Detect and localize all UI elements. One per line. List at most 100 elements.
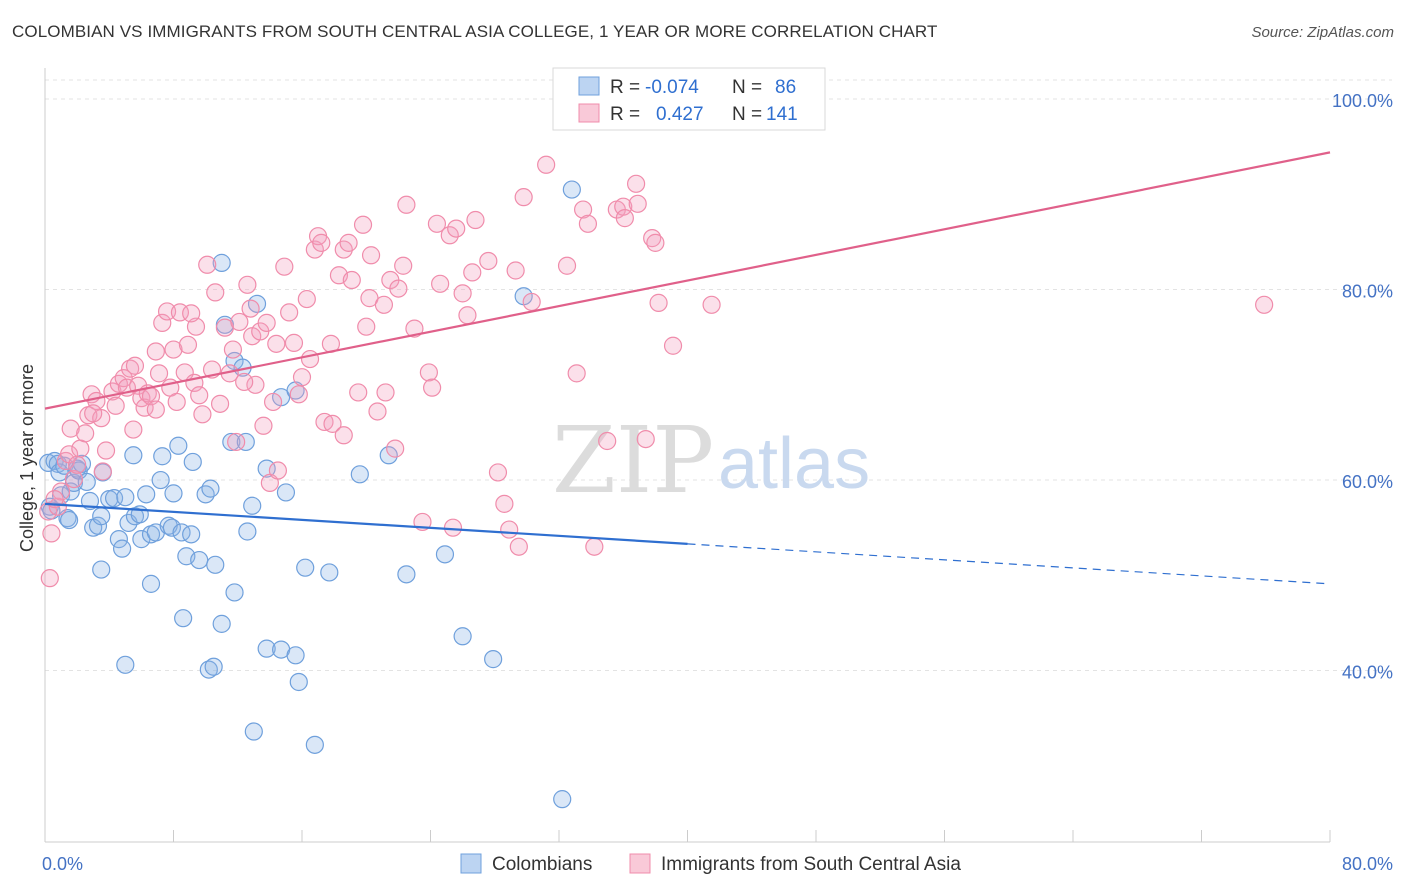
south-central-asia-point-137	[235, 372, 254, 392]
south-central-asia-point-85	[376, 383, 395, 402]
colombians-point-84	[289, 672, 308, 692]
colombians-point-34	[151, 470, 170, 490]
legend-r-value-pink: 0.427	[656, 104, 704, 125]
south-central-asia-point-73	[323, 414, 342, 433]
y-axis-title: College, 1 year or more	[17, 364, 37, 552]
colombians-points	[39, 180, 581, 809]
south-central-asia-point-94	[423, 378, 442, 397]
south-central-asia-points	[39, 155, 1274, 588]
colombians-point-76	[199, 660, 218, 679]
south-central-asia-point-99	[447, 219, 466, 238]
south-central-asia-point-23	[125, 356, 145, 375]
y-tick-label-3: 40.0%	[1342, 663, 1393, 683]
colombians-point-72	[92, 560, 111, 579]
south-central-asia-point-70	[312, 233, 331, 252]
south-central-asia-point-66	[297, 289, 316, 309]
chart-title: COLOMBIAN VS IMMIGRANTS FROM SOUTH CENTR…	[12, 22, 938, 41]
south-central-asia-point-58	[257, 313, 276, 332]
colombians-point-61	[296, 558, 315, 577]
x-tick-label-0: 0.0%	[42, 854, 83, 874]
colombians-point-78	[212, 614, 231, 633]
south-central-asia-point-129	[702, 295, 721, 314]
legend-n-label-blue: N =	[732, 77, 762, 98]
south-central-asia-trend-line	[44, 151, 1331, 410]
south-central-asia-point-97	[440, 226, 459, 245]
colombians-point-74	[141, 574, 161, 593]
south-central-asia-point-127	[649, 293, 668, 312]
south-central-asia-point-139	[292, 368, 312, 387]
south-central-asia-point-45	[206, 283, 225, 302]
colombians-point-81	[257, 639, 276, 658]
south-central-asia-point-62	[275, 257, 294, 276]
south-central-asia-point-10	[76, 424, 95, 443]
south-central-asia-point-76	[339, 233, 358, 252]
south-central-asia-point-120	[614, 197, 633, 216]
south-central-asia-point-50	[227, 432, 246, 452]
legend-swatch-pink	[578, 103, 600, 123]
colombians-point-27	[124, 446, 143, 465]
south-central-asia-point-49	[223, 340, 243, 359]
south-central-asia-point-78	[349, 383, 368, 402]
south-central-asia-point-101	[458, 306, 477, 325]
south-central-asia-point-98	[443, 518, 463, 537]
stats-legend: R = -0.074 N = 86 R = 0.427 N = 141	[552, 67, 826, 131]
south-central-asia-point-138	[263, 392, 283, 412]
south-central-asia-point-100	[453, 284, 472, 303]
colombians-point-47	[206, 555, 225, 574]
south-central-asia-point-26	[135, 398, 154, 417]
series-legend-swatch-blue	[460, 853, 482, 874]
legend-swatch-blue	[578, 76, 600, 96]
south-central-asia-point-116	[578, 214, 598, 233]
colombians-point-62	[320, 563, 339, 582]
y-tick-labels: 100.0% 80.0% 60.0% 40.0%	[1332, 91, 1393, 683]
colombians-point-44	[190, 550, 209, 570]
south-central-asia-point-90	[397, 195, 416, 214]
south-central-asia-point-105	[488, 463, 508, 482]
colombians-trend-line	[44, 502, 688, 545]
south-central-asia-point-79	[353, 215, 373, 234]
colombians-point-59	[276, 483, 296, 502]
colombians-trend-extension	[687, 543, 1331, 585]
y-tick-label-2: 60.0%	[1342, 472, 1393, 492]
colombians-point-71	[562, 180, 581, 199]
south-central-asia-point-2	[42, 524, 61, 543]
south-central-asia-point-106	[495, 494, 514, 513]
south-central-asia-point-114	[567, 364, 586, 383]
colombians-point-63	[350, 465, 369, 484]
series-legend-swatch-pink	[629, 853, 651, 874]
south-central-asia-point-80	[357, 317, 376, 336]
legend-r-label-blue: R =	[610, 77, 640, 98]
colombians-point-9	[59, 510, 79, 530]
south-central-asia-point-88	[389, 279, 408, 298]
south-central-asia-point-132	[68, 455, 87, 474]
colombians-point-43	[183, 452, 202, 472]
south-central-asia-point-22	[121, 359, 140, 378]
colombians-point-77	[204, 657, 223, 676]
south-central-asia-point-52	[238, 275, 257, 294]
watermark: ZIP atlas	[552, 407, 870, 514]
colombians-point-35	[153, 447, 172, 466]
south-central-asia-point-7	[61, 419, 80, 438]
colombians-point-54	[238, 522, 257, 541]
south-central-asia-point-32	[157, 302, 177, 321]
colombians-point-83	[286, 646, 305, 665]
colombians-point-85	[305, 735, 324, 754]
south-central-asia-point-4	[51, 482, 71, 501]
series-legend-label-blue: Colombians	[492, 854, 592, 875]
colombians-point-50	[222, 432, 241, 452]
south-central-asia-point-122	[626, 174, 646, 193]
colombians-point-64	[379, 446, 398, 465]
colombians-point-42	[182, 525, 201, 544]
south-central-asia-point-108	[506, 261, 525, 280]
south-central-asia-point-84	[374, 295, 394, 314]
colombians-point-79	[225, 583, 244, 602]
south-central-asia-point-31	[153, 313, 172, 332]
south-central-asia-point-140	[334, 426, 353, 445]
colombians-point-53	[236, 432, 255, 452]
colombians-point-38	[164, 484, 183, 503]
south-central-asia-point-41	[190, 386, 209, 405]
south-central-asia-point-118	[598, 431, 617, 451]
south-central-asia-point-55	[246, 375, 265, 394]
south-central-asia-point-110	[514, 188, 533, 207]
legend-n-value-blue: 86	[775, 77, 796, 98]
